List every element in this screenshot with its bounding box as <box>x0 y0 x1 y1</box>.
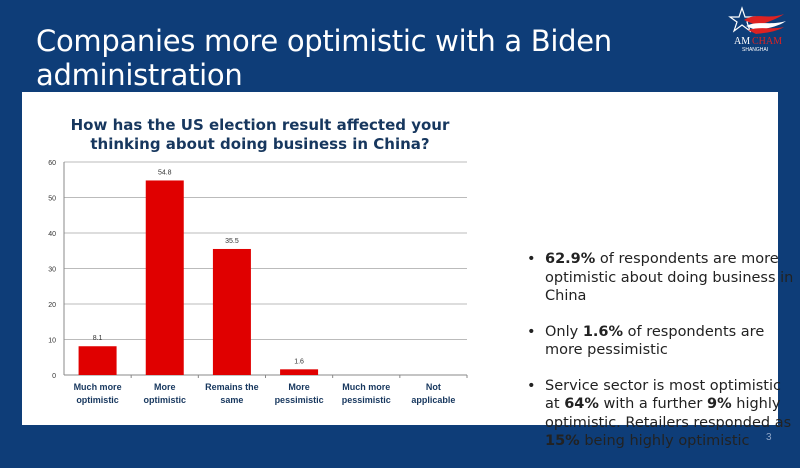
data-label: 8.1 <box>93 335 103 342</box>
x-category-label: Much more <box>74 382 122 392</box>
x-category-label: pessimistic <box>275 395 324 405</box>
bar <box>212 248 251 375</box>
bar <box>78 346 117 375</box>
bullet-item: 62.9% of respondents are more optimistic… <box>527 250 797 306</box>
svg-text:SHANGHAI: SHANGHAI <box>742 47 768 52</box>
bullet-item: Only 1.6% of respondents are more pessim… <box>527 323 797 360</box>
slide-title: Companies more optimistic with a Biden a… <box>36 24 612 92</box>
x-category-label: Remains the <box>205 382 259 392</box>
data-label: 54.8 <box>158 169 172 176</box>
page-number: 3 <box>766 432 772 443</box>
x-category-label: Much more <box>342 382 390 392</box>
svg-text:CHAM: CHAM <box>752 36 782 47</box>
y-tick-label: 0 <box>52 373 56 380</box>
bullet-item: Service sector is most optimistic at 64%… <box>527 377 797 451</box>
x-category-label: applicable <box>411 395 455 405</box>
y-tick-label: 40 <box>48 231 56 238</box>
x-category-label: More <box>154 382 176 392</box>
y-tick-label: 60 <box>48 160 56 167</box>
x-category-label: More <box>288 382 310 392</box>
x-category-label: same <box>220 395 243 405</box>
amcham-logo: AM CHAM SHANGHAI <box>728 6 786 52</box>
y-tick-label: 10 <box>48 338 56 345</box>
bar <box>145 180 184 375</box>
bullet-list: 62.9% of respondents are more optimistic… <box>527 250 797 468</box>
bar <box>280 369 319 375</box>
y-tick-label: 50 <box>48 196 56 203</box>
svg-text:AM: AM <box>734 36 750 47</box>
bar-chart: How has the US election result affected … <box>48 116 468 405</box>
chart-title-line2: thinking about doing business in China? <box>90 135 429 153</box>
x-category-label: optimistic <box>76 395 119 405</box>
y-tick-label: 30 <box>48 267 56 274</box>
x-category-label: Not <box>426 382 441 392</box>
y-tick-label: 20 <box>48 302 56 309</box>
content-panel: How has the US election result affected … <box>22 92 793 449</box>
x-category-label: optimistic <box>143 395 186 405</box>
data-label: 35.5 <box>225 238 239 245</box>
x-category-label: pessimistic <box>342 395 391 405</box>
data-label: 1.6 <box>294 358 304 365</box>
chart-title-line1: How has the US election result affected … <box>71 116 450 134</box>
